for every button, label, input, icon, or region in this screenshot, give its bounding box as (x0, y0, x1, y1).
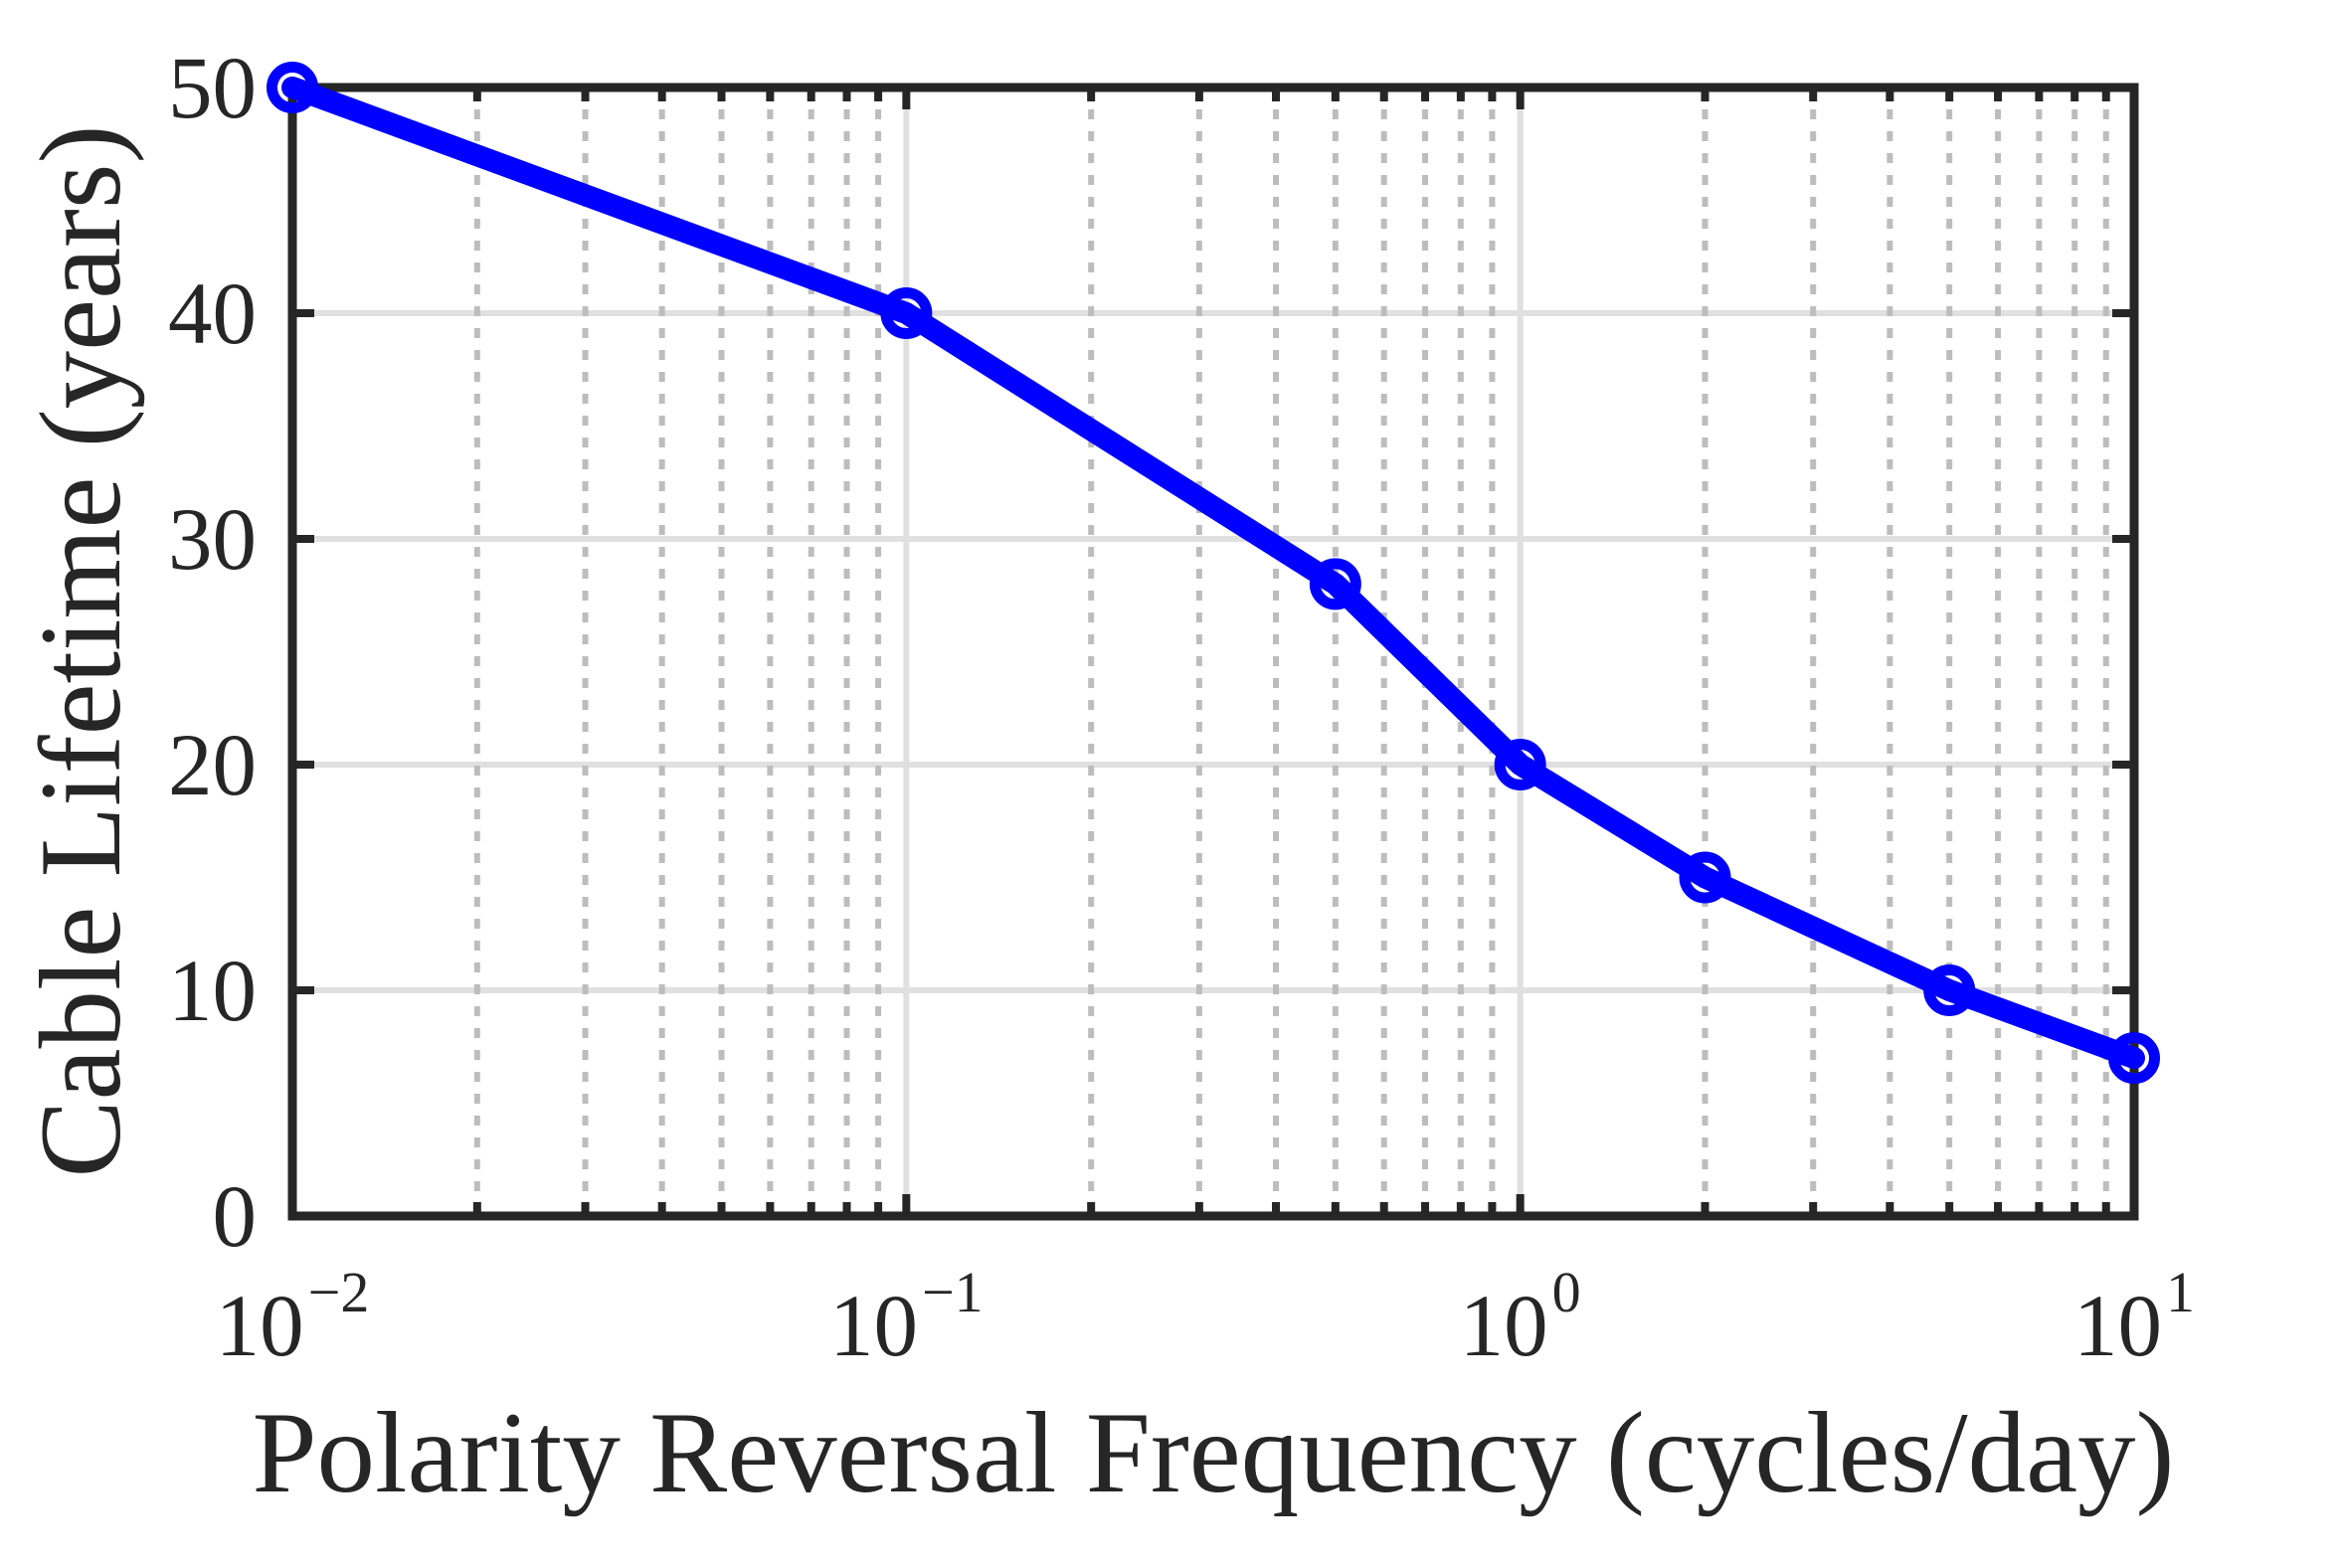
x-axis-label: Polarity Reversal Frequency (cycles/day) (252, 1389, 2174, 1517)
data-point-marker (1679, 851, 1731, 904)
plot-border (287, 83, 2139, 1221)
x-tick-label: 101 (2073, 1260, 2195, 1375)
data-point-marker (1923, 964, 1976, 1016)
y-tick-label: 20 (168, 717, 257, 814)
x-tick-exponent: 1 (2166, 1260, 2195, 1324)
data-point-marker (2108, 1032, 2160, 1085)
x-tick-label: 100 (1460, 1260, 1581, 1375)
x-tick-exponent: 0 (1552, 1260, 1581, 1324)
y-tick-labels: 0 10 20 30 40 50 (168, 40, 257, 1266)
major-gridlines-horizontal (292, 310, 2134, 993)
data-point-marker (1309, 558, 1361, 610)
x-tick-label: 10−2 (216, 1260, 370, 1375)
y-tick-label: 30 (168, 491, 257, 589)
x-tick-labels: 10−2 10−1 100 101 (216, 1260, 2195, 1375)
x-tick-exponent: −2 (308, 1260, 370, 1324)
y-tick-label: 50 (168, 40, 257, 137)
y-tick-label: 10 (168, 943, 257, 1040)
x-tick-base: 10 (1460, 1278, 1548, 1375)
data-markers (267, 62, 2160, 1085)
x-tick-base: 10 (829, 1278, 918, 1375)
x-tick-label: 10−1 (829, 1260, 984, 1375)
x-tick-base: 10 (2073, 1278, 2162, 1375)
y-tick-label: 40 (168, 265, 257, 363)
data-line (281, 77, 2145, 1070)
data-point-marker (267, 62, 318, 113)
axis-ticks (288, 84, 2138, 1220)
y-axis-label: Cable Lifetime (years) (17, 125, 145, 1178)
y-tick-label: 0 (213, 1168, 258, 1266)
data-point-marker (880, 287, 933, 339)
major-gridlines-vertical (903, 87, 1524, 1216)
x-tick-exponent: −1 (922, 1260, 984, 1324)
x-tick-base: 10 (216, 1278, 304, 1375)
data-point-marker (1494, 739, 1546, 790)
